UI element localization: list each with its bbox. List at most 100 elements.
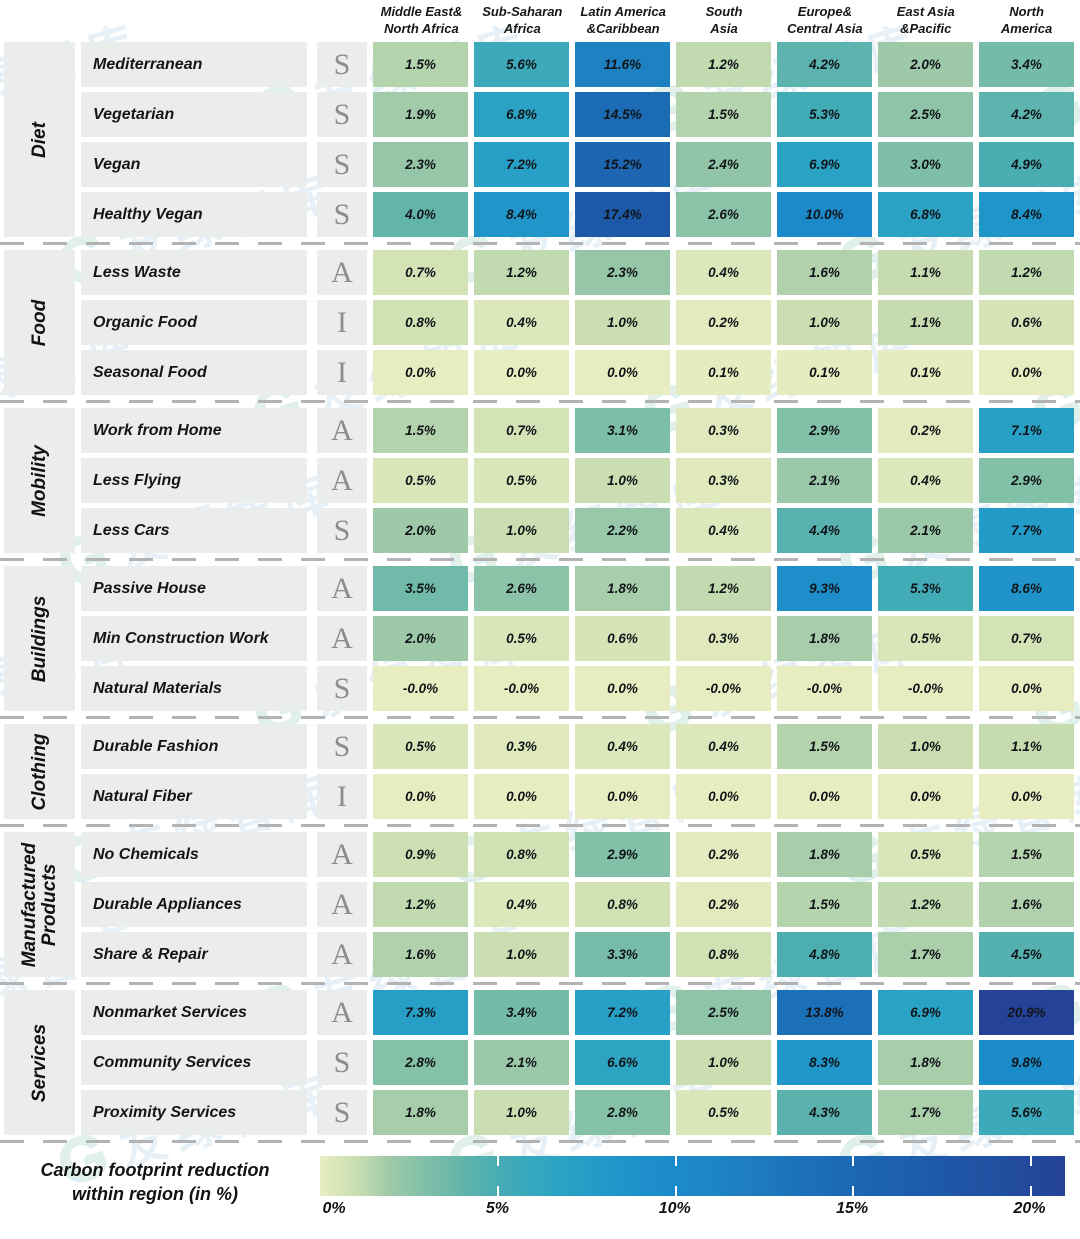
heatmap-row: Less Waste A 0.7% 1.2% 2.3% 0.4% 1.6% 1.1% 1.2%: [81, 250, 1080, 295]
heatmap-body: Diet Mediterranean S 1.5% 5.6% 11.6% 1.2% 4.2% 2…: [0, 42, 1080, 1143]
heatmap-row: Mediterranean S 1.5% 5.6% 11.6% 1.2% 4.2% 2.0% 3…: [81, 42, 1080, 87]
heatmap-row: Vegetarian S 1.9% 6.8% 14.5% 1.5% 5.3% 2.5% 4.2%: [81, 92, 1080, 137]
row-label: Less Cars: [81, 508, 307, 553]
heatmap-cell: 4.2%: [777, 42, 872, 87]
row-label: Vegetarian: [81, 92, 307, 137]
heatmap-cell: 1.0%: [474, 508, 569, 553]
heatmap-cell: 1.0%: [777, 300, 872, 345]
heatmap-cell: 6.9%: [878, 990, 973, 1035]
heatmap-cell: 1.6%: [777, 250, 872, 295]
group-food: Food Less Waste A 0.7% 1.2% 2.3% 0.4% 1.6% 1.1% 1…: [0, 250, 1080, 395]
row-type-letter: A: [317, 616, 367, 661]
heatmap-row: Durable Appliances A 1.2% 0.4% 0.8% 0.2% 1.5% 1…: [81, 882, 1080, 927]
group-label: Diet: [28, 121, 50, 158]
group-label-box: Buildings: [4, 566, 75, 711]
colorbar-tick: [1029, 1186, 1032, 1196]
heatmap-cell: 0.5%: [474, 616, 569, 661]
heatmap-cell: 1.5%: [777, 882, 872, 927]
group-label: Manufactured Products: [18, 842, 60, 967]
heatmap-cell: 2.4%: [676, 142, 771, 187]
heatmap-cell: 2.6%: [676, 192, 771, 237]
row-label: Seasonal Food: [81, 350, 307, 395]
heatmap-cell: 1.2%: [676, 566, 771, 611]
heatmap-cell: 5.6%: [474, 42, 569, 87]
heatmap-row: Less Cars S 2.0% 1.0% 2.2% 0.4% 4.4% 2.1% 7.7%: [81, 508, 1080, 553]
column-header-line: Europe&: [797, 4, 852, 19]
heatmap-cell: 0.3%: [676, 458, 771, 503]
heatmap-cell: 11.6%: [575, 42, 670, 87]
heatmap-cell: 0.4%: [474, 882, 569, 927]
group-rows: Less Waste A 0.7% 1.2% 2.3% 0.4% 1.6% 1.1% 1.2% O…: [81, 250, 1080, 395]
colorbar-tick: [497, 1186, 500, 1196]
column-header-line: East Asia: [896, 4, 955, 19]
heatmap-cell: -0.0%: [878, 666, 973, 711]
group-label-box: Food: [4, 250, 75, 395]
heatmap-cell: 1.0%: [474, 1090, 569, 1135]
heatmap-cell: 0.4%: [676, 508, 771, 553]
heatmap-cell: 0.5%: [878, 832, 973, 877]
heatmap-cell: 3.4%: [474, 990, 569, 1035]
colorbar-tick-label: 0%: [322, 1200, 346, 1217]
heatmap-cell: 4.3%: [777, 1090, 872, 1135]
heatmap-cell: 2.8%: [373, 1040, 468, 1085]
heatmap-cell: 0.0%: [575, 350, 670, 395]
heatmap-cell: 0.0%: [373, 350, 468, 395]
group-label-box: Clothing: [4, 724, 75, 819]
heatmap-cell: 2.5%: [676, 990, 771, 1035]
row-type-letter: A: [317, 990, 367, 1035]
group-label: Clothing: [28, 732, 50, 811]
legend-title: Carbon footprint reduction within region…: [2, 1158, 308, 1207]
row-type-letter: A: [317, 408, 367, 453]
heatmap-cell: 2.1%: [474, 1040, 569, 1085]
heatmap-cell: 13.8%: [777, 990, 872, 1035]
heatmap-cell: 1.6%: [979, 882, 1074, 927]
heatmap-row: Min Construction Work A 2.0% 0.5% 0.6% 0.3% 1.…: [81, 616, 1080, 661]
heatmap-cell: 1.5%: [676, 92, 771, 137]
column-header-line: &Caribbean: [586, 20, 660, 36]
group-label: Food: [28, 299, 50, 346]
heatmap-cell: 0.3%: [676, 408, 771, 453]
heatmap-cell: 1.8%: [373, 1090, 468, 1135]
heatmap-cell: 0.0%: [474, 774, 569, 819]
heatmap-cell: 0.5%: [373, 724, 468, 769]
row-label: Passive House: [81, 566, 307, 611]
heatmap-cell: 1.2%: [676, 42, 771, 87]
row-label: Organic Food: [81, 300, 307, 345]
row-type-letter: A: [317, 566, 367, 611]
column-header-line: Sub-Saharan: [482, 4, 563, 19]
heatmap-cell: 0.1%: [878, 350, 973, 395]
row-type-letter: A: [317, 932, 367, 977]
group-label-box: Mobility: [4, 408, 75, 553]
colorbar-tick: [674, 1156, 677, 1166]
heatmap-row: Proximity Services S 1.8% 1.0% 2.8% 0.5% 4.3% 1…: [81, 1090, 1080, 1135]
heatmap-cell: 0.2%: [878, 408, 973, 453]
row-type-letter: A: [317, 458, 367, 503]
heatmap-cell: 1.7%: [878, 1090, 973, 1135]
legend-title-line2: within region (in %): [72, 1184, 238, 1205]
row-label: Less Waste: [81, 250, 307, 295]
heatmap-cell: 0.8%: [676, 932, 771, 977]
heatmap-row: Share & Repair A 1.6% 1.0% 3.3% 0.8% 4.8% 1.7% 4…: [81, 932, 1080, 977]
row-type-letter: S: [317, 192, 367, 237]
heatmap-cell: 0.5%: [878, 616, 973, 661]
group-rows: Work from Home A 1.5% 0.7% 3.1% 0.3% 2.9% 0.2% 7…: [81, 408, 1080, 553]
group-clothing: Clothing Durable Fashion S 0.5% 0.3% 0.4% 0.4%…: [0, 724, 1080, 819]
heatmap-cell: 4.4%: [777, 508, 872, 553]
heatmap-cell: 0.0%: [575, 666, 670, 711]
column-header-line: North Africa: [384, 20, 459, 36]
heatmap-cell: 1.0%: [575, 458, 670, 503]
heatmap-cell: 4.8%: [777, 932, 872, 977]
group-rows: Passive House A 3.5% 2.6% 1.8% 1.2% 9.3% 5.3% 8.…: [81, 566, 1080, 711]
heatmap-row: Healthy Vegan S 4.0% 8.4% 17.4% 2.6% 10.0% 6.8%…: [81, 192, 1080, 237]
column-header-line: America: [1000, 20, 1053, 36]
heatmap-cell: 0.0%: [575, 774, 670, 819]
row-type-letter: S: [317, 1090, 367, 1135]
heatmap-cell: 1.2%: [373, 882, 468, 927]
group-separator: [0, 982, 1080, 985]
heatmap-cell: 6.8%: [878, 192, 973, 237]
group-manufactured: Manufactured Products No Chemicals A 0.9% 0.…: [0, 832, 1080, 977]
heatmap-cell: 1.5%: [373, 408, 468, 453]
column-header-line: &Pacific: [900, 20, 952, 36]
heatmap-row: Durable Fashion S 0.5% 0.3% 0.4% 0.4% 1.5% 1.0%…: [81, 724, 1080, 769]
column-header-line: Asia: [710, 20, 738, 36]
